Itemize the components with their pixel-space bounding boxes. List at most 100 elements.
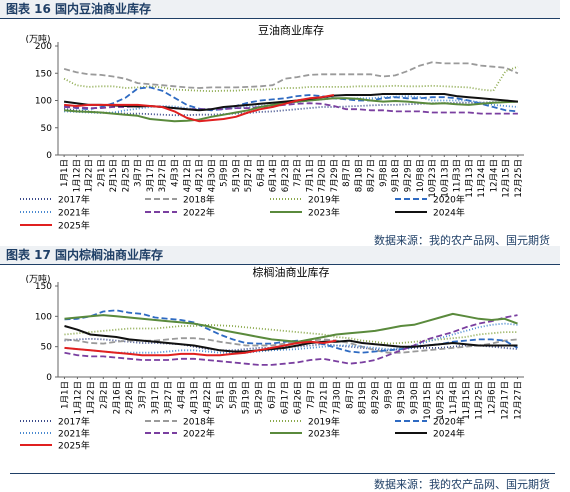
legend-item: 2018年	[145, 416, 215, 428]
data-source: 数据来源：我的农产品网、国元期货	[374, 478, 550, 491]
series-line-2024年	[63, 93, 518, 112]
x-tick-label: 1月12日	[72, 159, 82, 192]
legend-item: 2018年	[145, 194, 215, 206]
legend-label: 2017年	[58, 194, 90, 206]
x-tick-label: 7月2日	[293, 159, 303, 187]
y-tick-label: 0	[46, 373, 52, 383]
y-axis-unit: (万吨)	[25, 33, 50, 45]
x-tick-label: 2月26日	[125, 381, 135, 414]
y-tick-label: 0	[46, 151, 52, 161]
caption-rule	[0, 264, 560, 265]
x-tick-label: 8月27日	[367, 159, 377, 192]
series-line-2020年	[64, 309, 518, 354]
legend-item: 2024年	[395, 207, 465, 219]
x-tick-label: 1月12日	[73, 381, 83, 414]
x-tick-label: 3月7日	[138, 381, 148, 409]
chart-title: 棕榈油商业库存	[253, 265, 330, 279]
legend-item: 2022年	[145, 207, 215, 219]
x-tick-label: 6月4日	[256, 159, 266, 187]
x-tick-label: 3月17日	[146, 159, 156, 192]
x-tick-label: 4月22日	[203, 381, 213, 414]
x-tick-label: 8月18日	[354, 159, 364, 192]
soybean-oil-stock-chart: 豆油商业库存 (万吨) 0 50 100 150 200 1月1日 1月12日 1月22日 2月1日…	[20, 23, 524, 232]
x-tick-label: 1月1日	[60, 381, 70, 409]
x-tick-label: 3月27日	[164, 381, 174, 414]
series-line-2019年	[63, 65, 519, 93]
legend-label: 2017年	[58, 416, 90, 428]
x-tick-label: 2月1日	[97, 159, 107, 187]
x-tick-label: 5月19日	[232, 159, 242, 192]
legend-item: 2020年	[395, 194, 465, 206]
legend-item: 2025年	[20, 220, 90, 232]
x-tick-label: 11月13日	[465, 159, 475, 198]
legend-label: 2024年	[433, 207, 465, 219]
x-tick-label: 9月19日	[397, 381, 407, 414]
legend-item: 2022年	[145, 428, 215, 440]
legend-item: 2021年	[20, 207, 90, 219]
legend-label: 2024年	[433, 428, 465, 440]
legend-label: 2023年	[308, 428, 340, 440]
x-tick-label: 10月13日	[440, 159, 450, 198]
x-tick-label: 5月29日	[255, 381, 265, 414]
x-tick-label: 4月30日	[207, 159, 217, 192]
legend-label: 2018年	[183, 194, 215, 206]
x-tick-label: 6月23日	[281, 159, 291, 192]
legend-label: 2022年	[183, 207, 215, 219]
x-tick-label: 11月24日	[477, 159, 487, 198]
x-tick-label: 3月27日	[158, 159, 168, 192]
series-line-2019年	[64, 323, 518, 345]
x-tick-label: 12月15日	[502, 159, 512, 198]
caption-rule	[0, 18, 560, 19]
x-tick-label: 8月19日	[358, 381, 368, 414]
x-tick-label: 11月3日	[453, 159, 463, 192]
x-tick-label: 8月29日	[371, 381, 381, 414]
y-tick-label: 50	[41, 124, 53, 134]
x-tick-label: 4月4日	[177, 381, 187, 409]
x-tick-label: 12月27日	[514, 381, 524, 420]
data-source: 数据来源：我的农产品网、国元期货	[374, 234, 550, 247]
x-tick-label: 6月17日	[281, 381, 291, 414]
x-tick-label: 3月17日	[151, 381, 161, 414]
x-tick-label: 7月11日	[305, 159, 315, 192]
bottom-rule	[10, 473, 555, 474]
series-line-2025年	[64, 94, 335, 123]
figure-caption-text: 图表 17 国内棕榈油商业库存	[6, 248, 164, 262]
x-tick-label: 5月9日	[220, 159, 230, 187]
x-tick-label: 3月7日	[134, 159, 144, 187]
x-tick-label: 9月8日	[379, 159, 389, 187]
legend-label: 2018年	[183, 416, 215, 428]
y-tick-label: 50	[41, 343, 53, 353]
chart-title: 豆油商业库存	[258, 23, 324, 37]
legend-item: 2017年	[20, 194, 90, 206]
x-tick-label: 10月15日	[423, 381, 433, 420]
x-tick-label: 8月7日	[342, 159, 352, 187]
x-tick-label: 1月22日	[86, 381, 96, 414]
x-tick-label: 4月13日	[190, 381, 200, 414]
y-tick-label: 150	[35, 69, 52, 79]
x-tick-label: 4月21日	[195, 159, 205, 192]
legend-item: 2020年	[395, 416, 465, 428]
x-tick-label: 5月1日	[216, 381, 226, 409]
x-tick-label: 10月23日	[428, 159, 438, 198]
x-tick-label: 4月3日	[171, 159, 181, 187]
legend-item: 2017年	[20, 416, 90, 428]
series-line-2017年	[64, 337, 518, 352]
x-tick-label: 2月2日	[99, 381, 109, 409]
x-tick-label: 1月22日	[85, 159, 95, 192]
legend-item: 2025年	[20, 440, 90, 452]
y-tick-label: 100	[35, 312, 52, 322]
x-tick-label: 1月1日	[60, 159, 70, 187]
legend-item: 2021年	[20, 428, 90, 440]
y-axis-unit: (万吨)	[25, 273, 50, 285]
x-tick-label: 9月9日	[384, 381, 394, 409]
legend-label: 2021年	[58, 207, 90, 219]
x-tick-label: 8月7日	[345, 381, 355, 409]
series-line-2020年	[63, 86, 518, 113]
x-tick-label: 12月25日	[514, 159, 524, 198]
x-tick-label: 10月8日	[416, 159, 426, 192]
legend-label: 2019年	[308, 194, 340, 206]
x-tick-label: 5月9日	[229, 381, 239, 409]
legend-label: 2019年	[308, 416, 340, 428]
x-tick-label: 9月18日	[391, 159, 401, 192]
